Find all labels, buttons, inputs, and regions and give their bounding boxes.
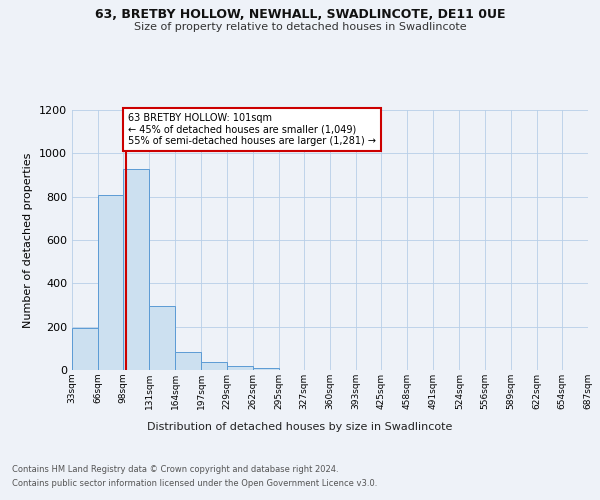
Bar [72,328,98,370]
Bar [123,168,149,370]
Bar [175,352,202,370]
Bar [98,194,123,370]
Bar [202,362,227,370]
Y-axis label: Number of detached properties: Number of detached properties [23,152,34,328]
Text: 63 BRETBY HOLLOW: 101sqm
← 45% of detached houses are smaller (1,049)
55% of sem: 63 BRETBY HOLLOW: 101sqm ← 45% of detach… [128,114,376,146]
Text: Size of property relative to detached houses in Swadlincote: Size of property relative to detached ho… [134,22,466,32]
Text: 63, BRETBY HOLLOW, NEWHALL, SWADLINCOTE, DE11 0UE: 63, BRETBY HOLLOW, NEWHALL, SWADLINCOTE,… [95,8,505,20]
Text: Contains public sector information licensed under the Open Government Licence v3: Contains public sector information licen… [12,479,377,488]
Bar [227,366,253,370]
Bar [253,368,279,370]
Bar [149,306,175,370]
Text: Distribution of detached houses by size in Swadlincote: Distribution of detached houses by size … [148,422,452,432]
Text: Contains HM Land Registry data © Crown copyright and database right 2024.: Contains HM Land Registry data © Crown c… [12,465,338,474]
